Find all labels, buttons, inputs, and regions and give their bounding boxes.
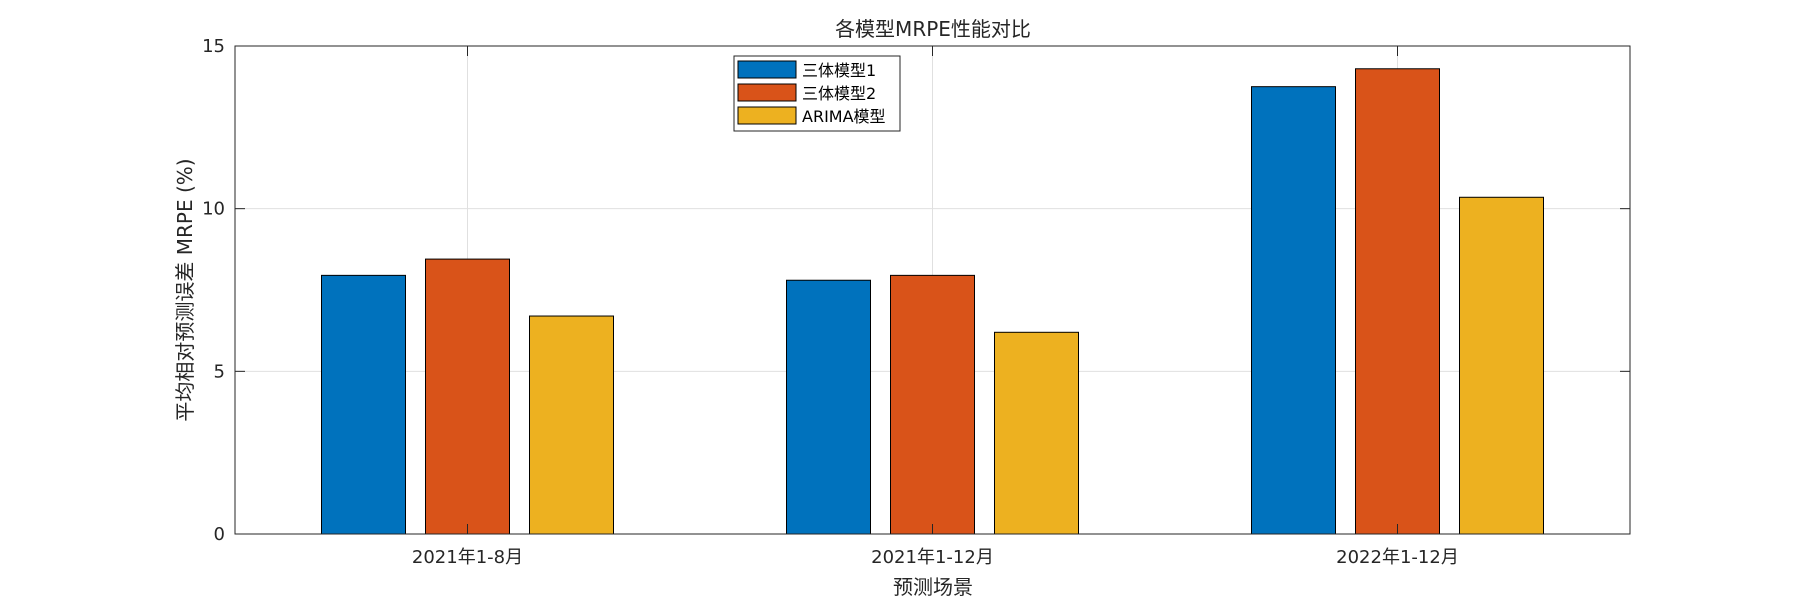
- y-tick-label: 5: [214, 361, 225, 382]
- bar-series-2-category-1: [425, 258, 510, 535]
- bars-group: [321, 68, 1544, 535]
- chart-title: 各模型MRPE性能对比: [835, 17, 1031, 41]
- bar-series-1-category-2: [786, 279, 871, 535]
- bar-series-1-category-3: [1251, 86, 1336, 535]
- bar-series-3-category-1: [529, 315, 614, 535]
- y-axis-label: 平均相对预测误差 MRPE (%): [173, 158, 197, 421]
- bar-series-3-category-3: [1459, 196, 1544, 535]
- legend-swatch-3: [737, 106, 797, 125]
- y-tick-label: 0: [214, 524, 225, 545]
- legend-swatch-2: [737, 83, 797, 102]
- x-tick-label: 2021年1-8月: [412, 547, 523, 568]
- bar-series-2-category-2: [890, 274, 975, 535]
- bar-series-2-category-3: [1355, 68, 1440, 535]
- legend: 三体模型1 三体模型2 ARIMA模型: [733, 55, 901, 132]
- x-axis-label: 预测场景: [893, 575, 973, 599]
- bar-series-1-category-1: [321, 274, 406, 535]
- legend-label-1: 三体模型1: [802, 61, 876, 80]
- bar-series-3-category-2: [994, 331, 1079, 535]
- axis-ticks: 0 5 10 15 2021年1-8月 2021年1-12月 2022年1-12月: [202, 36, 1630, 568]
- x-tick-label: 2022年1-12月: [1336, 547, 1459, 568]
- legend-label-2: 三体模型2: [802, 84, 876, 103]
- legend-swatch-1: [737, 60, 797, 79]
- y-tick-label: 10: [202, 199, 225, 220]
- legend-label-3: ARIMA模型: [802, 107, 886, 126]
- y-tick-label: 15: [202, 36, 225, 57]
- x-tick-label: 2021年1-12月: [871, 547, 994, 568]
